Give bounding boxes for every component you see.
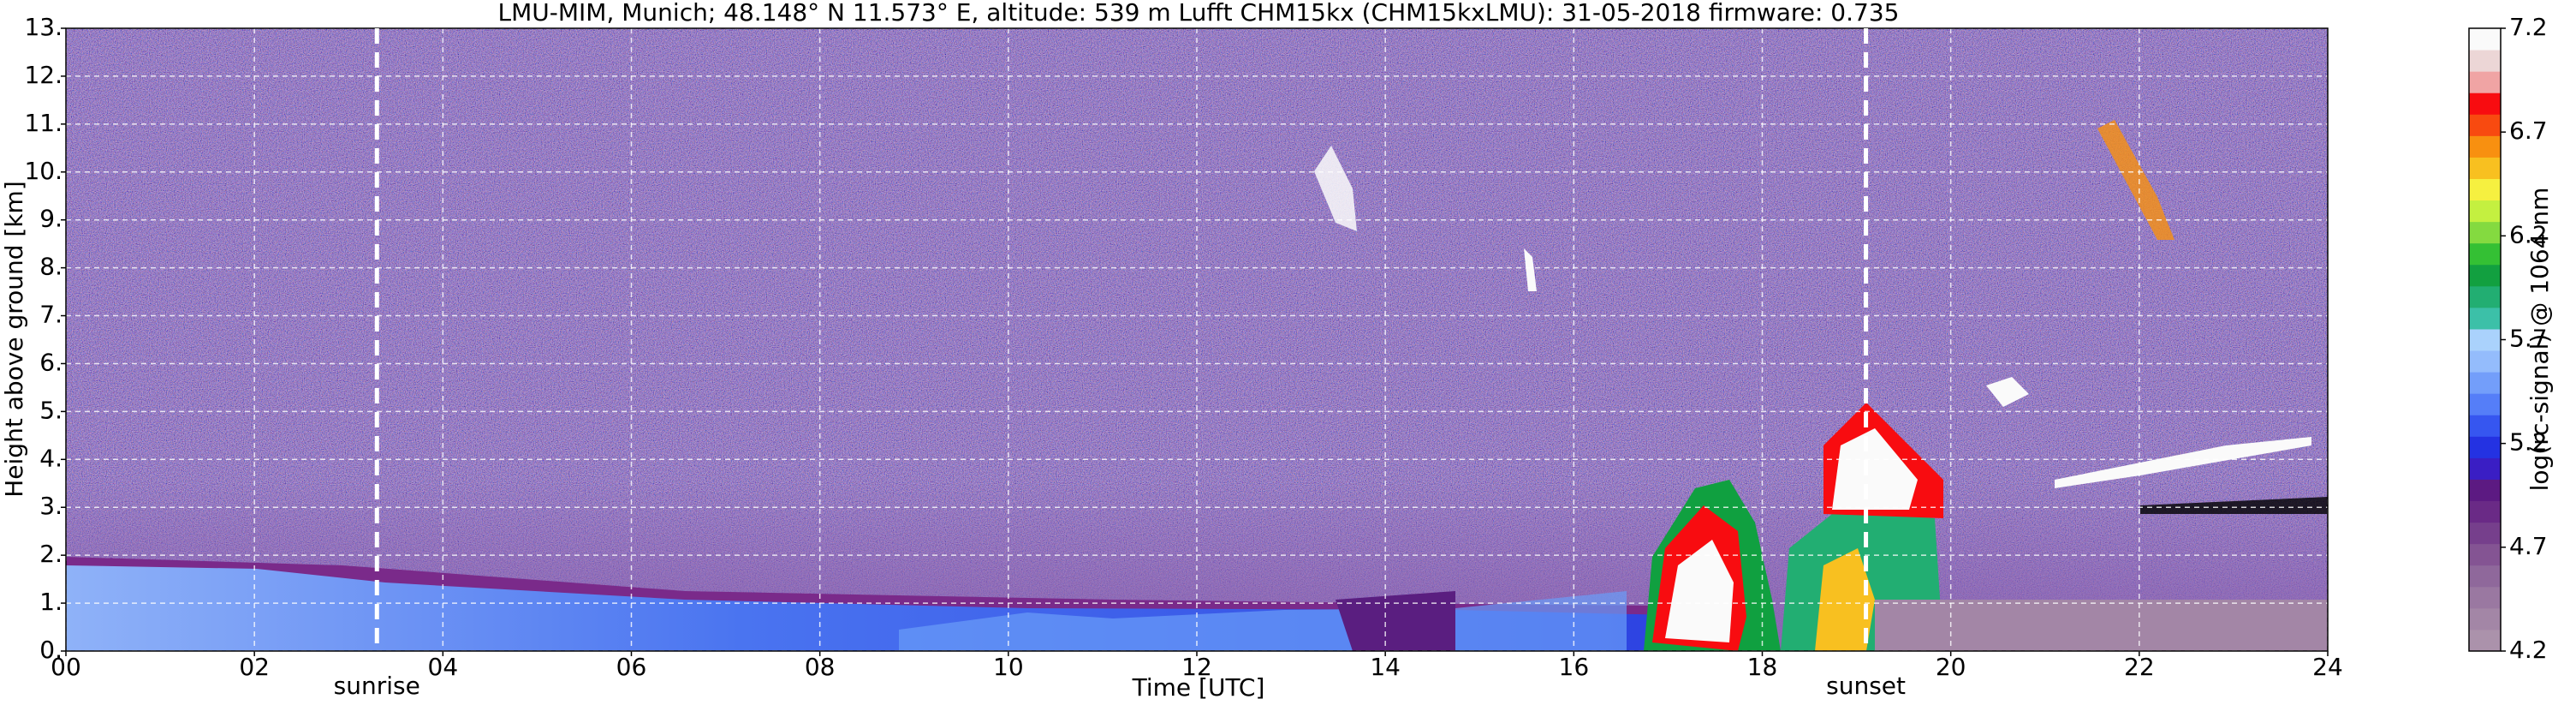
y-tick-label: 13. bbox=[24, 13, 62, 41]
colorbar-tick-label: 7.2 bbox=[2509, 13, 2548, 41]
y-tick-label: 2. bbox=[39, 540, 62, 568]
x-tick-label: 24 bbox=[2312, 653, 2343, 681]
colorbar-band bbox=[2469, 71, 2501, 93]
colorbar-band bbox=[2469, 372, 2501, 394]
colorbar-label: log(rc-signal) @ 1064 nm bbox=[2525, 188, 2554, 492]
x-tick-label: 10 bbox=[993, 653, 1024, 681]
colorbar-band bbox=[2469, 629, 2501, 652]
colorbar-band bbox=[2469, 522, 2501, 545]
colorbar-band bbox=[2469, 93, 2501, 115]
y-tick-label: 10. bbox=[24, 157, 62, 185]
colorbar-band bbox=[2469, 200, 2501, 223]
x-tick-label: 02 bbox=[239, 653, 270, 681]
y-tick-label: 0. bbox=[39, 636, 62, 664]
y-tick-label: 1. bbox=[39, 588, 62, 616]
annotation-label: sunrise bbox=[334, 672, 420, 700]
y-tick-label: 7. bbox=[39, 301, 62, 329]
x-tick-label: 16 bbox=[1559, 653, 1590, 681]
y-axis-label: Height above ground [km] bbox=[0, 181, 28, 498]
colorbar-band bbox=[2469, 565, 2501, 588]
colorbar-band bbox=[2469, 157, 2501, 179]
colorbar-band bbox=[2469, 457, 2501, 480]
colorbar-band bbox=[2469, 28, 2501, 51]
x-tick-label: 04 bbox=[428, 653, 459, 681]
y-tick-label: 6. bbox=[39, 348, 62, 376]
colorbar-tick-label: 6.7 bbox=[2509, 117, 2548, 145]
colorbar-band bbox=[2469, 436, 2501, 458]
colorbar-band bbox=[2469, 178, 2501, 201]
annotation-label: sunset bbox=[1826, 672, 1906, 700]
x-tick-label: 00 bbox=[51, 653, 81, 681]
x-tick-label: 20 bbox=[1936, 653, 1966, 681]
colorbar-tick-label: 5.7 bbox=[2509, 325, 2548, 353]
colorbar-band bbox=[2469, 607, 2501, 630]
colorbar-band bbox=[2469, 114, 2501, 136]
colorbar-band bbox=[2469, 328, 2501, 351]
y-tick-label: 12. bbox=[24, 61, 62, 89]
colorbar-tick-label: 5.2 bbox=[2509, 428, 2548, 457]
x-axis-label: Time [UTC] bbox=[1132, 673, 1265, 702]
colorbar-band bbox=[2469, 479, 2501, 502]
x-tick-label: 22 bbox=[2124, 653, 2155, 681]
colorbar-band bbox=[2469, 543, 2501, 566]
colorbar-band bbox=[2469, 135, 2501, 158]
colorbar-band bbox=[2469, 586, 2501, 609]
plot-frame bbox=[65, 27, 2329, 652]
y-tick-label: 3. bbox=[39, 492, 62, 520]
x-tick-label: 14 bbox=[1370, 653, 1401, 681]
colorbar-tick-label: 4.7 bbox=[2509, 532, 2548, 560]
y-tick-label: 8. bbox=[39, 253, 62, 281]
colorbar-tick-label: 4.2 bbox=[2509, 636, 2548, 664]
chart-title: LMU-MIM, Munich; 48.148° N 11.573° E, al… bbox=[498, 0, 1900, 27]
colorbar-band bbox=[2469, 221, 2501, 244]
colorbar-band bbox=[2469, 242, 2501, 266]
y-tick-label: 9. bbox=[39, 205, 62, 233]
y-tick-label: 5. bbox=[39, 396, 62, 424]
colorbar-band bbox=[2469, 393, 2501, 415]
x-tick-label: 08 bbox=[805, 653, 836, 681]
x-tick-label: 06 bbox=[616, 653, 647, 681]
colorbar-band bbox=[2469, 415, 2501, 437]
x-tick-label: 18 bbox=[1747, 653, 1778, 681]
colorbar-band bbox=[2469, 500, 2501, 523]
colorbar-band bbox=[2469, 264, 2501, 287]
colorbar-tick-label: 6.2 bbox=[2509, 220, 2548, 248]
colorbar-band bbox=[2469, 307, 2501, 330]
y-tick-label: 4. bbox=[39, 444, 62, 472]
colorbar-band bbox=[2469, 50, 2501, 72]
x-tick-label: 12 bbox=[1181, 653, 1212, 681]
y-tick-label: 11. bbox=[24, 109, 62, 137]
colorbar-band bbox=[2469, 285, 2501, 308]
colorbar-band bbox=[2469, 350, 2501, 373]
